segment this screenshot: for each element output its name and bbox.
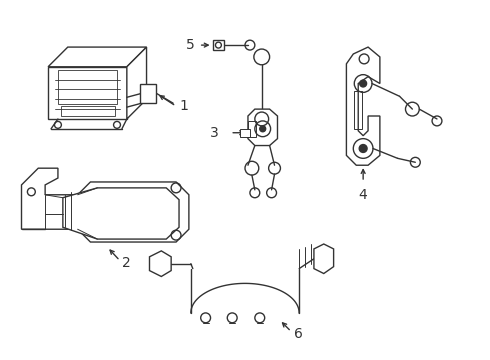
Polygon shape: [22, 168, 189, 242]
Text: 6: 6: [294, 327, 303, 341]
Circle shape: [359, 145, 367, 152]
Polygon shape: [63, 188, 179, 239]
Polygon shape: [140, 85, 156, 103]
Circle shape: [260, 126, 266, 132]
Text: 3: 3: [210, 126, 219, 140]
Text: 5: 5: [186, 38, 195, 52]
Polygon shape: [346, 47, 380, 165]
Text: 1: 1: [179, 99, 188, 113]
Polygon shape: [48, 67, 127, 119]
Text: 4: 4: [359, 188, 368, 202]
Polygon shape: [314, 244, 334, 274]
Text: 2: 2: [122, 256, 131, 270]
Circle shape: [360, 80, 367, 87]
Polygon shape: [48, 47, 147, 67]
Bar: [248, 121, 256, 137]
Bar: [240, 129, 250, 137]
Polygon shape: [149, 251, 171, 276]
Bar: [58, 70, 117, 104]
Polygon shape: [127, 47, 147, 119]
Bar: [354, 91, 362, 129]
Bar: [61, 106, 115, 116]
Polygon shape: [248, 109, 277, 145]
Bar: [213, 40, 224, 50]
